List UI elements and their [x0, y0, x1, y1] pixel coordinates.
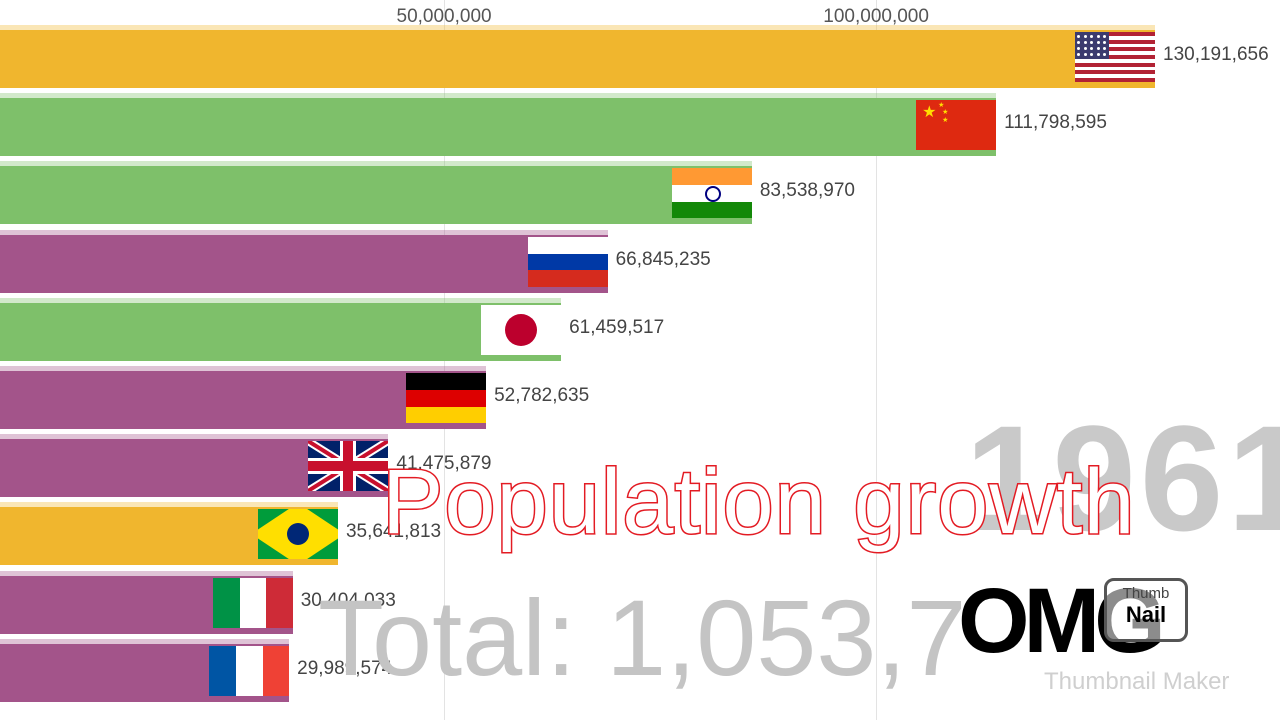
japan-flag-icon — [481, 304, 562, 355]
bar-india — [0, 166, 752, 225]
uk-flag-icon — [308, 441, 389, 492]
value-label: 130,191,656 — [1163, 44, 1269, 65]
year-label: 1961 — [965, 394, 1280, 562]
value-label: 35,641,813 — [345, 521, 442, 543]
total-label: Total: 1,053,7 — [318, 577, 967, 698]
france-flag-icon — [209, 645, 290, 696]
value-label: 83,538,970 — [759, 180, 855, 202]
china-flag-icon: ★ ★ ★ ★ — [916, 100, 997, 151]
value-label: 29,989,574 — [297, 657, 393, 679]
x-tick-label: 50,000,000 — [396, 6, 492, 27]
value-label: 41,475,879 — [396, 453, 492, 475]
value-label: 111,798,595 — [1004, 112, 1107, 134]
value-label: 66,845,235 — [615, 248, 711, 270]
overlay-title: Population growth — [381, 450, 1136, 555]
thumbnail-badge: Thumb Nail — [1104, 578, 1188, 642]
bar-japan — [0, 302, 562, 361]
value-label: 61,459,517 — [569, 316, 665, 338]
bar-germany — [0, 371, 487, 429]
germany-flag-icon — [406, 373, 487, 423]
india-flag-icon — [671, 168, 752, 219]
russia-flag-icon — [527, 236, 608, 287]
watermark: Thumbnail Maker — [1044, 668, 1230, 695]
bar-usa — [0, 30, 1155, 88]
brazil-flag-icon — [257, 509, 338, 560]
bar-china — [0, 98, 997, 157]
x-tick-label: 100,000,000 — [823, 6, 929, 27]
badge-line1: Thumb — [1122, 585, 1170, 602]
badge-line2: Nail — [1125, 602, 1167, 627]
value-label: 30,404,033 — [300, 589, 396, 611]
usa-flag-icon — [1075, 32, 1155, 82]
value-label: 52,782,635 — [494, 385, 590, 406]
bar-russia — [0, 234, 608, 293]
gridline — [876, 0, 878, 720]
italy-flag-icon — [212, 577, 293, 628]
